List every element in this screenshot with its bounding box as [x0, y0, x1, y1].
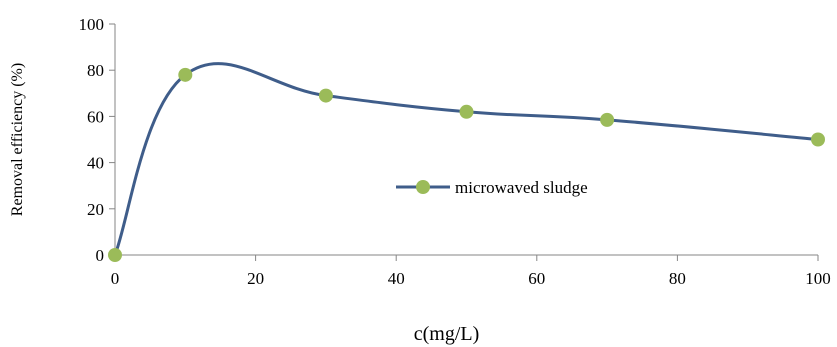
- x-tick-label: 40: [388, 269, 405, 288]
- data-point: [108, 248, 122, 262]
- x-axis-title: c(mg/L): [414, 323, 480, 345]
- data-point: [459, 104, 474, 119]
- x-tick-label: 60: [528, 269, 545, 288]
- data-point: [178, 67, 193, 82]
- x-axis: 0 20 40 60 80 100: [111, 254, 831, 288]
- y-tick-label: 60: [87, 107, 104, 126]
- legend-label: microwaved sludge: [455, 178, 588, 197]
- y-axis: 0 20 40 60 80 100: [79, 15, 116, 265]
- x-tick-label: 80: [669, 269, 686, 288]
- y-tick-label: 20: [87, 200, 104, 219]
- y-ticks: 0 20 40 60 80 100: [79, 15, 115, 265]
- y-axis-title: Removal efficiency (%): [9, 63, 26, 216]
- data-point: [811, 132, 825, 147]
- data-point: [600, 112, 615, 127]
- legend-marker-swatch: [416, 180, 430, 194]
- series-line: [113, 62, 819, 256]
- x-tick-label: 100: [805, 269, 831, 288]
- y-tick-label: 80: [87, 61, 104, 80]
- series-microwaved-sludge: [108, 62, 825, 262]
- y-tick-label: 0: [96, 246, 105, 265]
- y-tick-label: 40: [87, 154, 104, 173]
- legend: microwaved sludge: [396, 178, 588, 197]
- data-point: [318, 88, 333, 103]
- y-tick-label: 100: [79, 15, 105, 34]
- x-ticks: 0 20 40 60 80 100: [111, 255, 831, 288]
- x-tick-label: 20: [247, 269, 264, 288]
- x-tick-label: 0: [111, 269, 120, 288]
